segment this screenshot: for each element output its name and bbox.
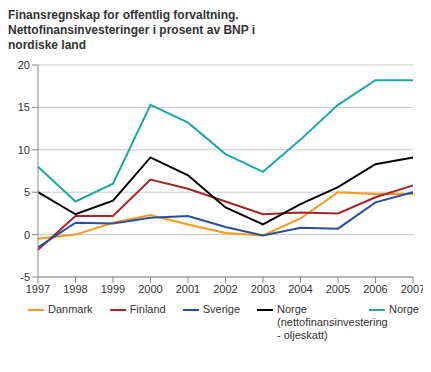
svg-text:2006: 2006 (363, 283, 387, 295)
svg-text:2002: 2002 (213, 283, 237, 295)
html-text:Danmark: Danmark (48, 303, 93, 315)
html-text:Norge (nettofinansinvestering: Norge (nettofinansinvestering - oljeskat… (277, 303, 388, 341)
svg-text:1998: 1998 (63, 283, 87, 295)
svg-text:2005: 2005 (326, 283, 350, 295)
svg-text:0: 0 (24, 229, 30, 241)
svg-text:2004: 2004 (288, 283, 312, 295)
svg-text:-5: -5 (20, 271, 30, 283)
svg-text:15: 15 (18, 101, 30, 113)
html-text:Sverige: Sverige (202, 303, 240, 315)
svg-text:1999: 1999 (101, 283, 125, 295)
svg-text:2003: 2003 (251, 283, 275, 295)
html-text:Finansregnskap for offentlig f: Finansregnskap for offentlig forvaltning… (8, 8, 256, 52)
svg-text:2007: 2007 (401, 283, 423, 295)
svg-text:1997: 1997 (26, 283, 50, 295)
svg-text:5: 5 (24, 186, 30, 198)
svg-text:2001: 2001 (176, 283, 200, 295)
html-text:Finland: Finland (129, 303, 166, 315)
svg-text:2000: 2000 (138, 283, 162, 295)
svg-text:20: 20 (18, 59, 30, 71)
svg-text:10: 10 (18, 144, 30, 156)
html-text:Norge: Norge (389, 303, 419, 315)
